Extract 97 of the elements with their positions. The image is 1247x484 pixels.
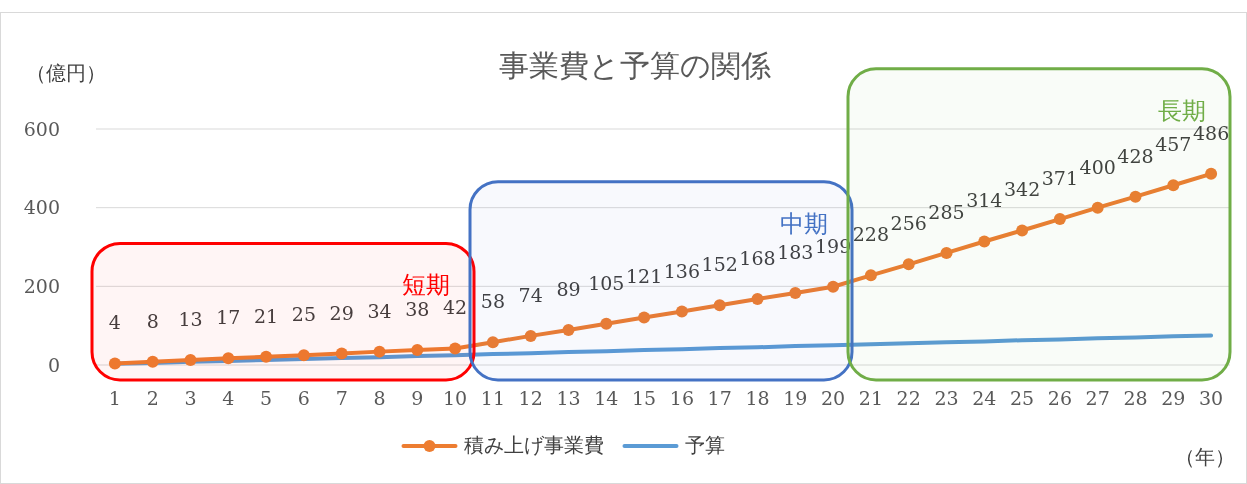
point: [713, 299, 726, 312]
data-label: 13: [178, 307, 203, 330]
data-label: 314: [966, 189, 1003, 212]
x-tick-label: 6: [297, 387, 310, 409]
point: [335, 347, 348, 360]
x-tick-label: 5: [260, 387, 273, 409]
y-axis-title: （億円）: [26, 61, 106, 85]
point: [146, 355, 159, 368]
x-tick-label: 9: [411, 387, 424, 409]
x-tick-label: 17: [707, 387, 732, 409]
data-label: 428: [1117, 144, 1154, 167]
point: [222, 352, 235, 365]
point: [864, 269, 877, 282]
data-label: 29: [329, 301, 354, 324]
point: [260, 350, 273, 363]
data-label: 400: [1079, 155, 1116, 178]
data-label: 228: [852, 223, 890, 246]
data-label: 74: [518, 283, 543, 306]
x-tick-label: 30: [1199, 387, 1224, 409]
x-tick-label: 27: [1085, 387, 1110, 409]
point: [600, 317, 613, 330]
data-label: 183: [777, 241, 814, 264]
chart-title: 事業費と予算の関係: [499, 48, 771, 83]
x-tick-label: 15: [632, 387, 657, 409]
data-label: 4: [108, 311, 121, 334]
point: [1091, 201, 1104, 214]
y-tick-label: 600: [23, 117, 60, 140]
point: [751, 292, 764, 305]
x-tick-label: 2: [146, 387, 159, 409]
y-tick-label: 0: [47, 353, 60, 376]
point: [789, 287, 802, 300]
point: [562, 323, 575, 336]
x-axis-title: （年）: [1175, 445, 1235, 469]
point: [449, 342, 462, 355]
data-label: 105: [588, 271, 625, 294]
data-label: 285: [928, 200, 965, 223]
point: [486, 336, 499, 349]
point: [1167, 179, 1180, 192]
x-tick-label: 3: [184, 387, 197, 409]
point: [524, 329, 537, 342]
point: [373, 345, 386, 358]
point: [675, 305, 688, 318]
point: [108, 357, 121, 370]
data-label: 342: [1003, 178, 1041, 201]
data-label: 25: [291, 303, 316, 326]
data-label: 371: [1041, 167, 1079, 190]
x-tick-label: 24: [972, 387, 997, 409]
data-label: 8: [146, 309, 159, 332]
x-tick-label: 4: [222, 387, 235, 409]
x-tick-label: 29: [1161, 387, 1186, 409]
x-tick-label: 13: [556, 387, 581, 409]
x-tick-label: 7: [335, 387, 348, 409]
y-tick-label: 200: [23, 274, 60, 297]
x-tick-label: 14: [594, 387, 619, 409]
point: [940, 246, 953, 259]
point: [1205, 167, 1218, 180]
x-tick-label: 18: [745, 387, 770, 409]
x-tick-label: 12: [518, 387, 543, 409]
x-tick-label: 8: [373, 387, 386, 409]
data-label: 34: [367, 299, 392, 322]
x-tick-label: 28: [1123, 387, 1148, 409]
point: [978, 235, 991, 248]
data-label: 89: [556, 277, 581, 300]
x-tick-label: 21: [858, 387, 883, 409]
data-label: 21: [254, 304, 279, 327]
data-label: 457: [1155, 133, 1192, 156]
x-tick-label: 10: [443, 387, 468, 409]
point: [827, 280, 840, 293]
band-label: 中期: [780, 209, 828, 238]
data-label: 17: [216, 306, 241, 329]
data-label: 168: [739, 246, 776, 269]
point: [1129, 190, 1142, 203]
point: [411, 344, 424, 357]
data-label: 256: [890, 212, 927, 235]
legend-label: 積み上げ事業費: [463, 433, 604, 457]
point: [184, 353, 197, 366]
x-tick-label: 20: [821, 387, 846, 409]
point: [638, 311, 651, 324]
point: [297, 349, 310, 362]
x-tick-label: 1: [108, 387, 121, 409]
point: [1016, 224, 1029, 237]
data-label: 58: [480, 290, 505, 313]
data-label: 152: [701, 253, 738, 276]
y-tick-label: 400: [23, 196, 60, 219]
data-label: 136: [663, 259, 701, 282]
point: [1053, 213, 1066, 226]
x-tick-label: 19: [783, 387, 808, 409]
x-tick-label: 25: [1010, 387, 1035, 409]
point: [902, 258, 915, 271]
data-label: 121: [625, 265, 663, 288]
x-tick-label: 26: [1047, 387, 1072, 409]
x-tick-label: 16: [669, 387, 694, 409]
data-label: 38: [405, 298, 430, 321]
x-tick-label: 22: [896, 387, 921, 409]
x-tick-label: 23: [934, 387, 959, 409]
x-tick-label: 11: [480, 387, 505, 409]
legend-label: 予算: [684, 433, 725, 457]
